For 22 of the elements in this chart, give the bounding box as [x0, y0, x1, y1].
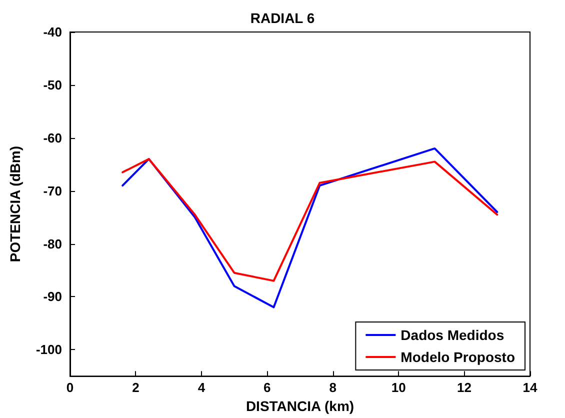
x-tick-label: 4	[198, 380, 206, 396]
x-tick-label: 8	[329, 380, 336, 396]
x-tick-label: 6	[264, 380, 271, 396]
line-series	[122, 147, 498, 308]
y-axis-title: POTENCIA (dBm)	[7, 146, 23, 262]
y-tick-label: -70	[43, 183, 62, 198]
line-series	[122, 158, 498, 282]
y-tick-label: -80	[43, 236, 62, 252]
y-tick-label: -40	[43, 24, 62, 40]
x-tick-label: 14	[522, 380, 538, 396]
x-axis-title: DISTANCIA (km)	[246, 398, 354, 414]
x-tick-label: 2	[132, 380, 140, 396]
legend-label: Modelo Proposto	[400, 349, 516, 365]
y-tick-label: -50	[43, 77, 62, 92]
legend-label: Dados Medidos	[400, 327, 504, 343]
y-tick-label: -90	[43, 289, 62, 304]
x-tick-label: 10	[391, 380, 406, 396]
chart-title: RADIAL 6	[250, 10, 315, 26]
x-tick-label: 0	[66, 380, 74, 396]
y-tick-label: -100	[36, 342, 62, 358]
y-tick-label: -60	[43, 130, 62, 146]
x-tick-label: 12	[457, 380, 472, 396]
